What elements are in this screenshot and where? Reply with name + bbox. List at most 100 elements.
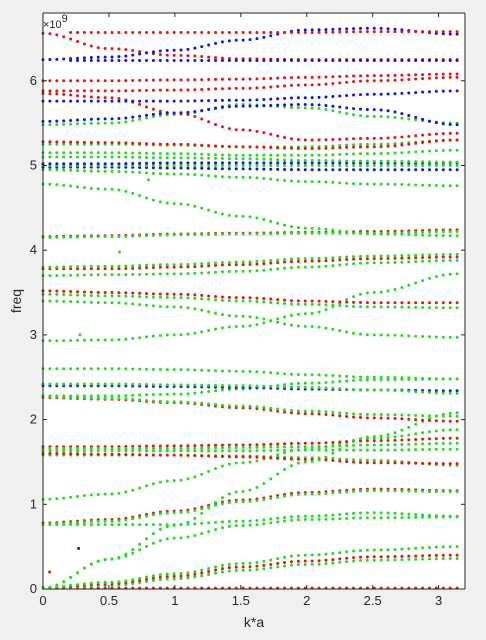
band-38-point (186, 143, 190, 147)
band-5-point (317, 514, 321, 518)
band-39-point (345, 111, 349, 115)
band-11-point (82, 449, 86, 453)
band-13-point (400, 461, 404, 465)
band-7-point (276, 495, 280, 499)
band-39-point (324, 108, 328, 112)
band-26-point (448, 255, 452, 259)
band-5-point (372, 511, 376, 515)
band-32-point (372, 168, 376, 172)
band-21-point (207, 328, 211, 332)
band-36-point (48, 151, 52, 155)
band-23-point (310, 299, 314, 303)
band-13-point (48, 451, 52, 455)
band-5-point (393, 511, 397, 515)
band-36-point (62, 151, 66, 155)
band-47-point (324, 30, 328, 34)
band-33-point (262, 163, 266, 167)
band-43-point (138, 89, 142, 93)
band-13-point (110, 452, 114, 456)
band-32-point (414, 168, 418, 172)
band-10-point (441, 441, 445, 445)
band-40-point (145, 105, 149, 109)
band-14-point (117, 555, 121, 559)
band-48-point (421, 58, 425, 62)
band-45-point (186, 54, 190, 58)
band-34-point (179, 161, 183, 165)
band-9-point (324, 441, 328, 445)
band-17-point (227, 404, 231, 408)
x-tick-label: 3 (435, 593, 442, 608)
band-3-point (165, 572, 169, 576)
band-34-point (331, 161, 335, 165)
band-30-point (227, 213, 231, 217)
band-36-point (414, 150, 418, 154)
band-47-point (172, 30, 176, 34)
band-47-point (310, 30, 314, 34)
band-8-point (386, 436, 390, 440)
band-39-point (386, 115, 390, 119)
band-4-point (214, 528, 218, 532)
band-23-point (76, 290, 80, 294)
band-5-point (200, 521, 204, 525)
band-17-point (165, 400, 169, 404)
band-39-point (283, 105, 287, 109)
band-27-point (393, 254, 397, 258)
band-39-point (317, 107, 321, 111)
band-42-point (69, 99, 73, 103)
band-16-point (434, 419, 438, 423)
band-26-point (455, 255, 459, 259)
band-10-point (358, 443, 362, 447)
band-2-point (372, 555, 376, 559)
band-32-point (358, 168, 362, 172)
band-1-point (289, 563, 293, 567)
band-14-point (386, 433, 390, 437)
band-27-point (352, 255, 356, 259)
band-32-point (441, 168, 445, 172)
band-19-point (310, 385, 314, 389)
band-35-point (434, 160, 438, 164)
band-8-point (151, 482, 155, 486)
band-47-point (338, 30, 342, 34)
band-17-point (407, 413, 411, 417)
band-19-point (338, 387, 342, 391)
band-29-point (276, 232, 280, 236)
band-3-point (186, 571, 190, 575)
band-30-point (303, 226, 307, 230)
band-9-point (372, 439, 376, 443)
band-1-point (214, 571, 218, 575)
band-29-point (158, 233, 162, 237)
band-32-point (227, 167, 231, 171)
band-20-point (124, 367, 128, 371)
band-43-point (145, 88, 149, 92)
band-11-point (193, 449, 197, 453)
band-20-point (186, 368, 190, 372)
band-8-point (200, 472, 204, 476)
band-40-point (317, 138, 321, 142)
band-27-point (255, 260, 259, 264)
band-37-point (379, 142, 383, 146)
band-29-point (241, 232, 245, 236)
band-15-point (365, 378, 369, 382)
band-46-point (338, 27, 342, 31)
band-46-point (165, 48, 169, 52)
band-43-point (358, 79, 362, 83)
band-25-point (427, 259, 431, 263)
band-19-point (352, 387, 356, 391)
band-13-point (379, 461, 383, 465)
band-24-point (145, 295, 149, 299)
band-21-point (296, 312, 300, 316)
band-47-point (283, 30, 287, 34)
band-3-point (441, 545, 445, 549)
band-9-point (441, 436, 445, 440)
band-19-point (131, 382, 135, 386)
band-30-point (296, 226, 300, 230)
band-31-point (145, 171, 149, 175)
band-11-point (131, 449, 135, 453)
band-19-point (151, 383, 155, 387)
band-21-point (386, 289, 390, 293)
band-35-point (179, 156, 183, 160)
band-31-point (317, 180, 321, 184)
band-31-point (414, 183, 418, 187)
band-27-point (386, 254, 390, 258)
band-38-point (372, 145, 376, 149)
